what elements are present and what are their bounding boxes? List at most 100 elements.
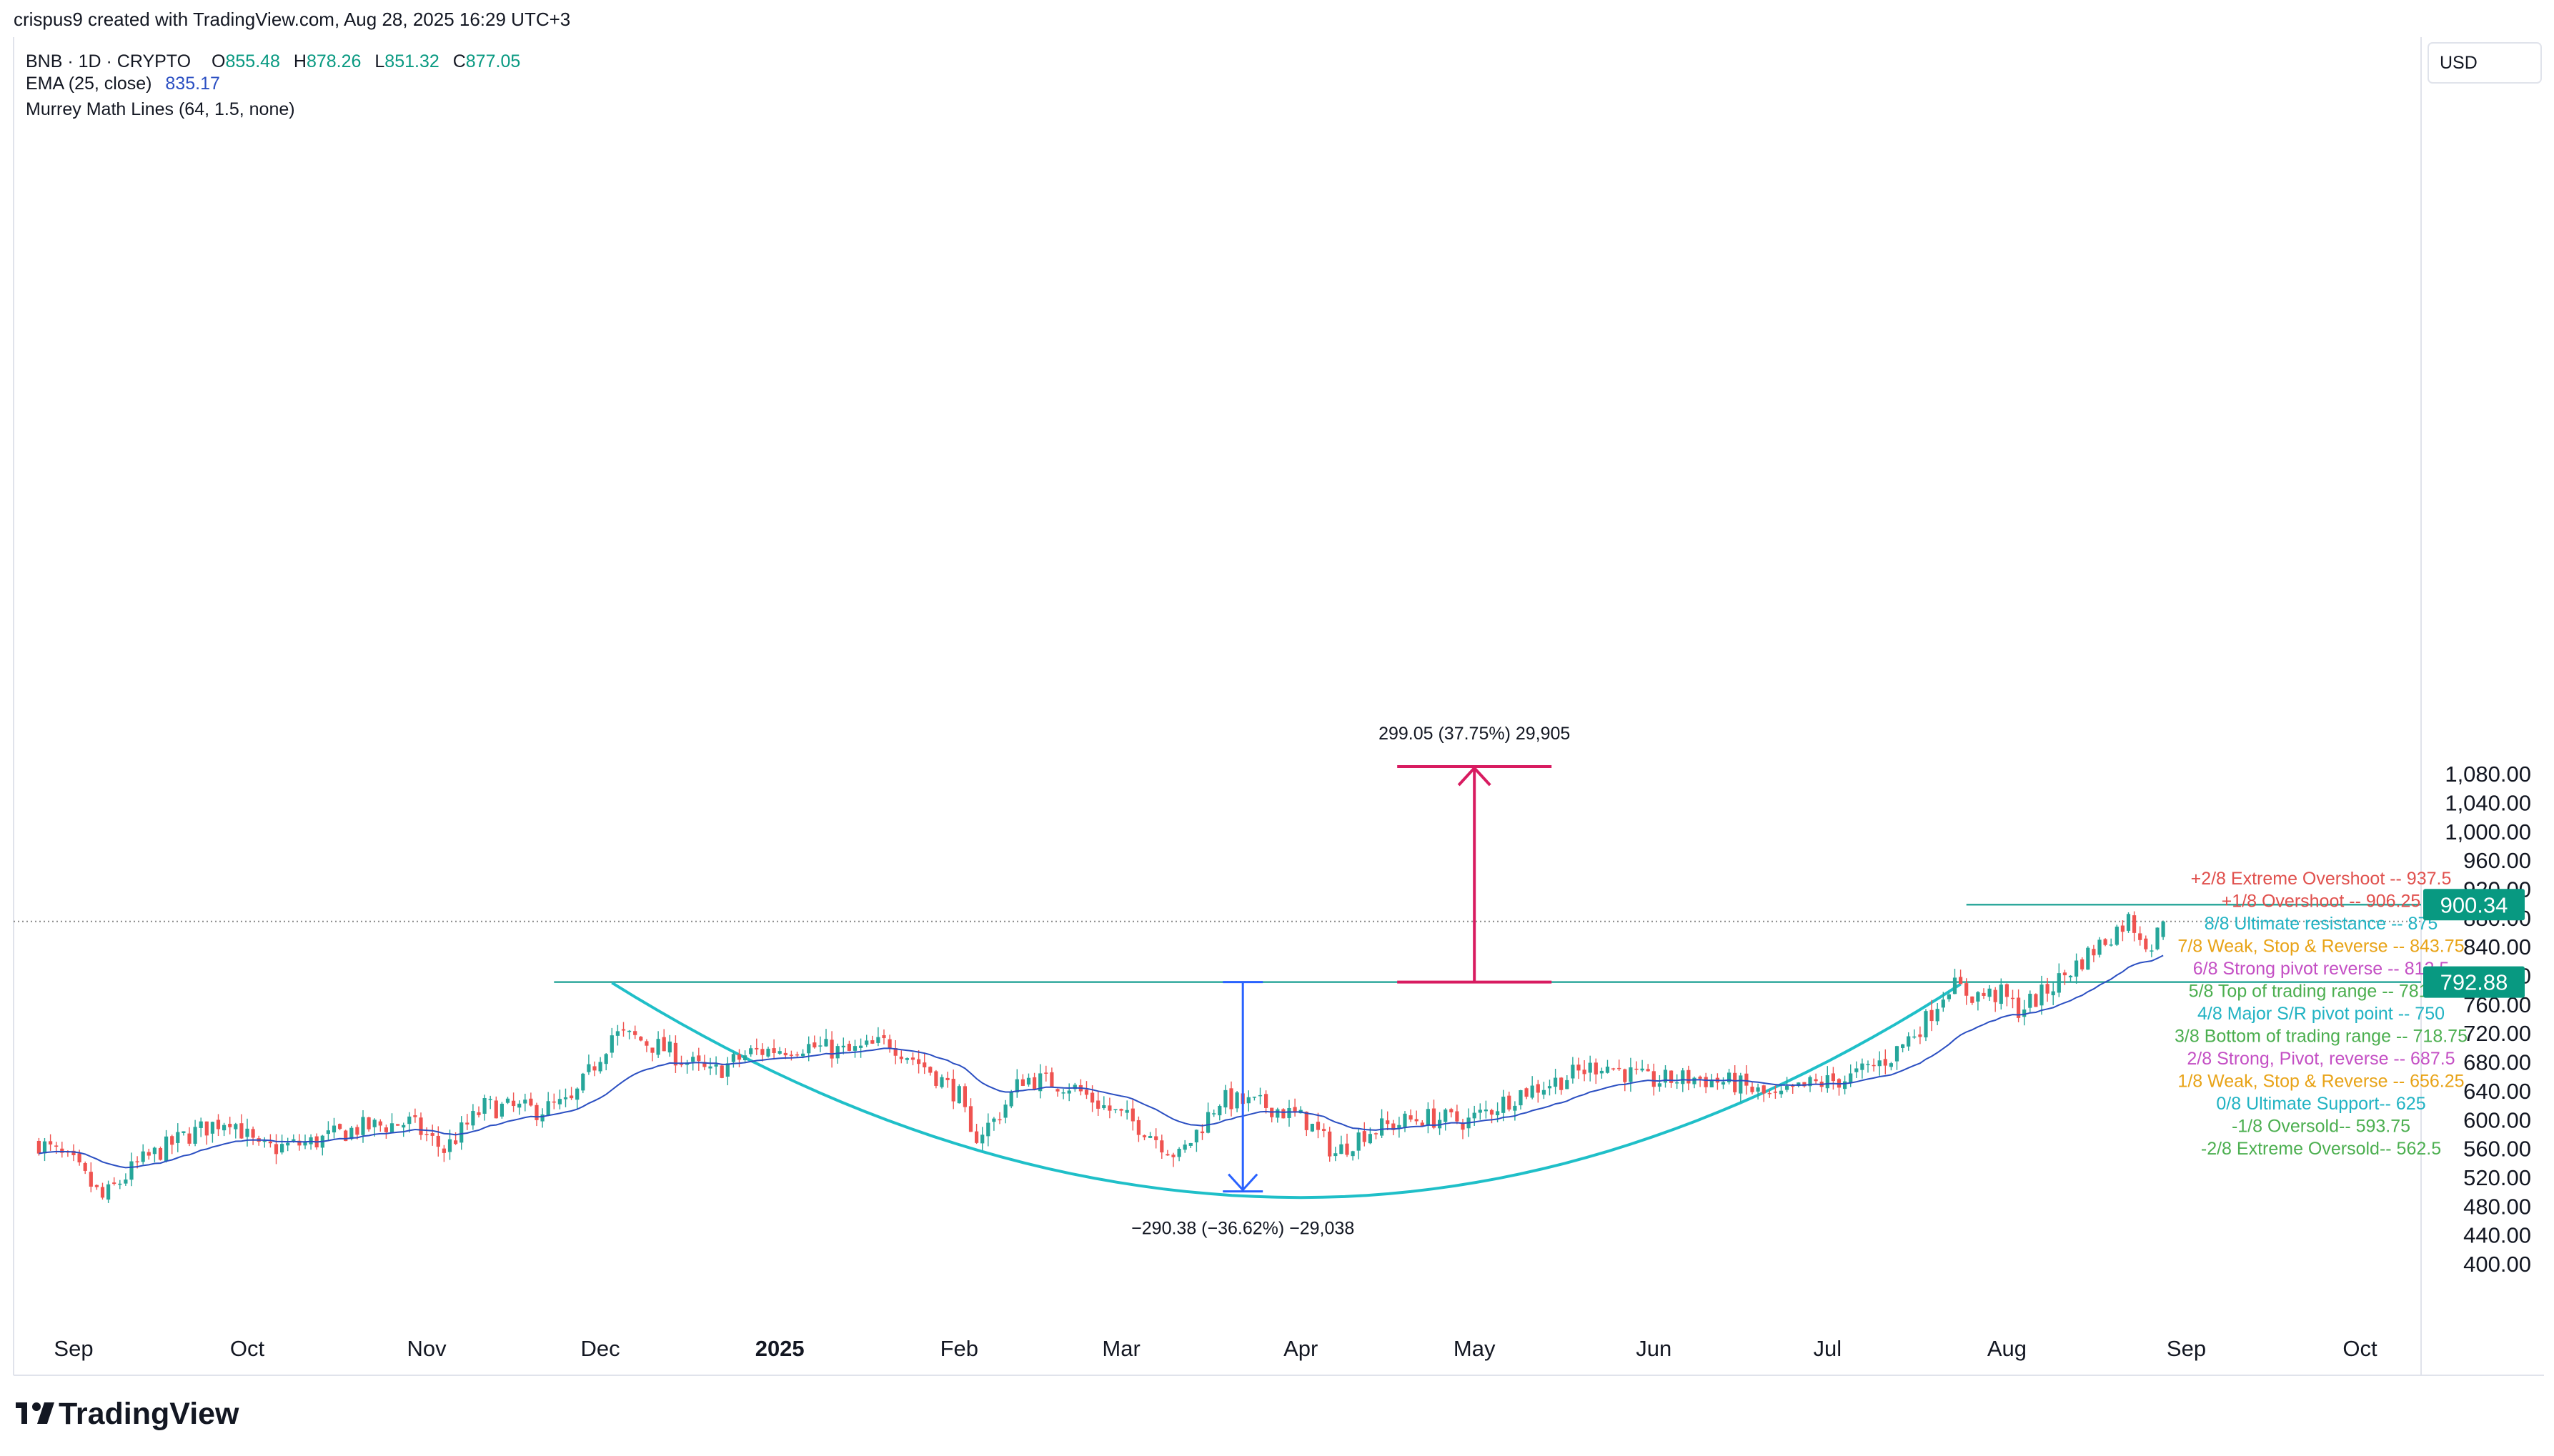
candle-body [1373, 1133, 1378, 1135]
candle-body [645, 1041, 649, 1046]
target-measurement-label: 299.05 (37.75%) 29,905 [1378, 724, 1570, 744]
candle-body [234, 1124, 238, 1130]
candle-body [523, 1100, 527, 1104]
candle-body [361, 1117, 365, 1135]
time-tick-label: Dec [581, 1336, 620, 1361]
candle-body [1478, 1110, 1482, 1113]
symbol-label: BNB · 1D · CRYPTO [26, 51, 191, 71]
candle-body [1779, 1090, 1784, 1095]
cup-curve-line [611, 981, 1962, 1200]
candle-body [419, 1117, 423, 1135]
candle-body [824, 1039, 828, 1047]
candle-body [1993, 989, 1997, 1002]
candle-body [477, 1112, 481, 1115]
price-tick-label: 1,080.00 [2445, 762, 2531, 787]
candle-body [100, 1187, 105, 1198]
candle-body [204, 1121, 209, 1136]
candle-body [1131, 1108, 1135, 1122]
candle-body [1345, 1143, 1349, 1155]
candle-body [1362, 1131, 1366, 1142]
currency-box[interactable] [2428, 42, 2542, 84]
candle-body [152, 1147, 156, 1155]
candle-body [89, 1172, 93, 1187]
ema-line [39, 954, 2164, 1169]
candle-body [1629, 1067, 1633, 1082]
murrey-level-label: 5/8 Top of trading range -- 781.25 [2189, 981, 2454, 1001]
candle-body [1142, 1135, 1147, 1137]
candle-body [280, 1144, 284, 1153]
candle-body [389, 1123, 394, 1132]
candle-body [2039, 984, 2044, 1006]
candle-body [598, 1062, 602, 1072]
candle-body [1617, 1067, 1621, 1069]
time-tick-label: Aug [1987, 1336, 2027, 1361]
candle-body [1611, 1068, 1616, 1069]
candle-body [1026, 1077, 1031, 1085]
candle-body [1599, 1070, 1604, 1074]
candle-body [2051, 991, 2055, 996]
candle-body [697, 1055, 701, 1062]
time-tick-label: Oct [230, 1336, 265, 1361]
candle-body [1999, 984, 2003, 1004]
candle-body [1119, 1109, 1123, 1111]
candle-body [928, 1067, 933, 1073]
candle-body [1686, 1069, 1691, 1084]
candle-body [1964, 983, 1969, 996]
candle-body [1420, 1122, 1424, 1126]
candle-body [332, 1125, 337, 1133]
candle-body [755, 1047, 759, 1049]
candle-body [1756, 1087, 1760, 1092]
candle-body [1090, 1092, 1095, 1103]
candle-body [859, 1045, 863, 1048]
depth-arrow-head [1228, 1173, 1258, 1192]
price-tick-label: 1,040.00 [2445, 790, 2531, 815]
candle-body [1854, 1068, 1859, 1072]
candle-body [1773, 1091, 1777, 1093]
candle-body [2092, 949, 2096, 956]
candle-body [2115, 927, 2119, 945]
candle-body [1020, 1079, 1025, 1086]
candle-body [2161, 921, 2165, 937]
candle-body [1935, 1009, 1939, 1022]
candle-body [893, 1048, 898, 1056]
candle-body [1883, 1059, 1887, 1066]
time-tick-label: 2025 [755, 1336, 805, 1361]
candle-body [1015, 1079, 1019, 1093]
candle-body [245, 1128, 249, 1137]
candle-body [1727, 1072, 1731, 1082]
candle-body [702, 1062, 707, 1067]
candle-body [1924, 1011, 1928, 1038]
candle-body [592, 1066, 597, 1071]
candle-body [1426, 1109, 1430, 1125]
candle-body [1397, 1125, 1401, 1128]
candle-body [2017, 997, 2021, 1018]
candle-body [303, 1142, 307, 1146]
candle-body [2126, 914, 2131, 931]
candle-body [841, 1045, 845, 1048]
candle-body [1941, 999, 1945, 1008]
candle-body [158, 1148, 163, 1160]
candle-body [766, 1048, 770, 1057]
murrey-level-label: 6/8 Strong pivot reverse -- 812.5 [2193, 959, 2450, 979]
candle-body [570, 1095, 574, 1099]
time-axis[interactable]: Sep Oct Nov Dec 2025 Feb Mar Apr May Jun Jul Aug Sep… [54, 1336, 2377, 1361]
candle-body [1229, 1088, 1233, 1110]
candle-body [2062, 972, 2067, 976]
candle-body [1177, 1149, 1181, 1157]
price-badge [2423, 966, 2525, 998]
time-tick-label: Feb [940, 1336, 978, 1361]
candle-body [1982, 992, 1986, 996]
candle-body [673, 1042, 677, 1066]
candle-body [1472, 1112, 1476, 1119]
time-tick-label: Nov [407, 1336, 447, 1361]
candle-body [1877, 1060, 1882, 1067]
price-axis[interactable]: 400.00 440.00 480.00 520.00 560.00 600.00 640.… [2445, 762, 2531, 1277]
candle-body [604, 1054, 608, 1064]
candle-body [650, 1047, 655, 1053]
candle-body [1281, 1109, 1286, 1119]
candle-body [795, 1054, 800, 1056]
candle-body [1952, 977, 1957, 994]
candle-body [384, 1127, 388, 1132]
time-tick-label: Mar [1102, 1336, 1140, 1361]
